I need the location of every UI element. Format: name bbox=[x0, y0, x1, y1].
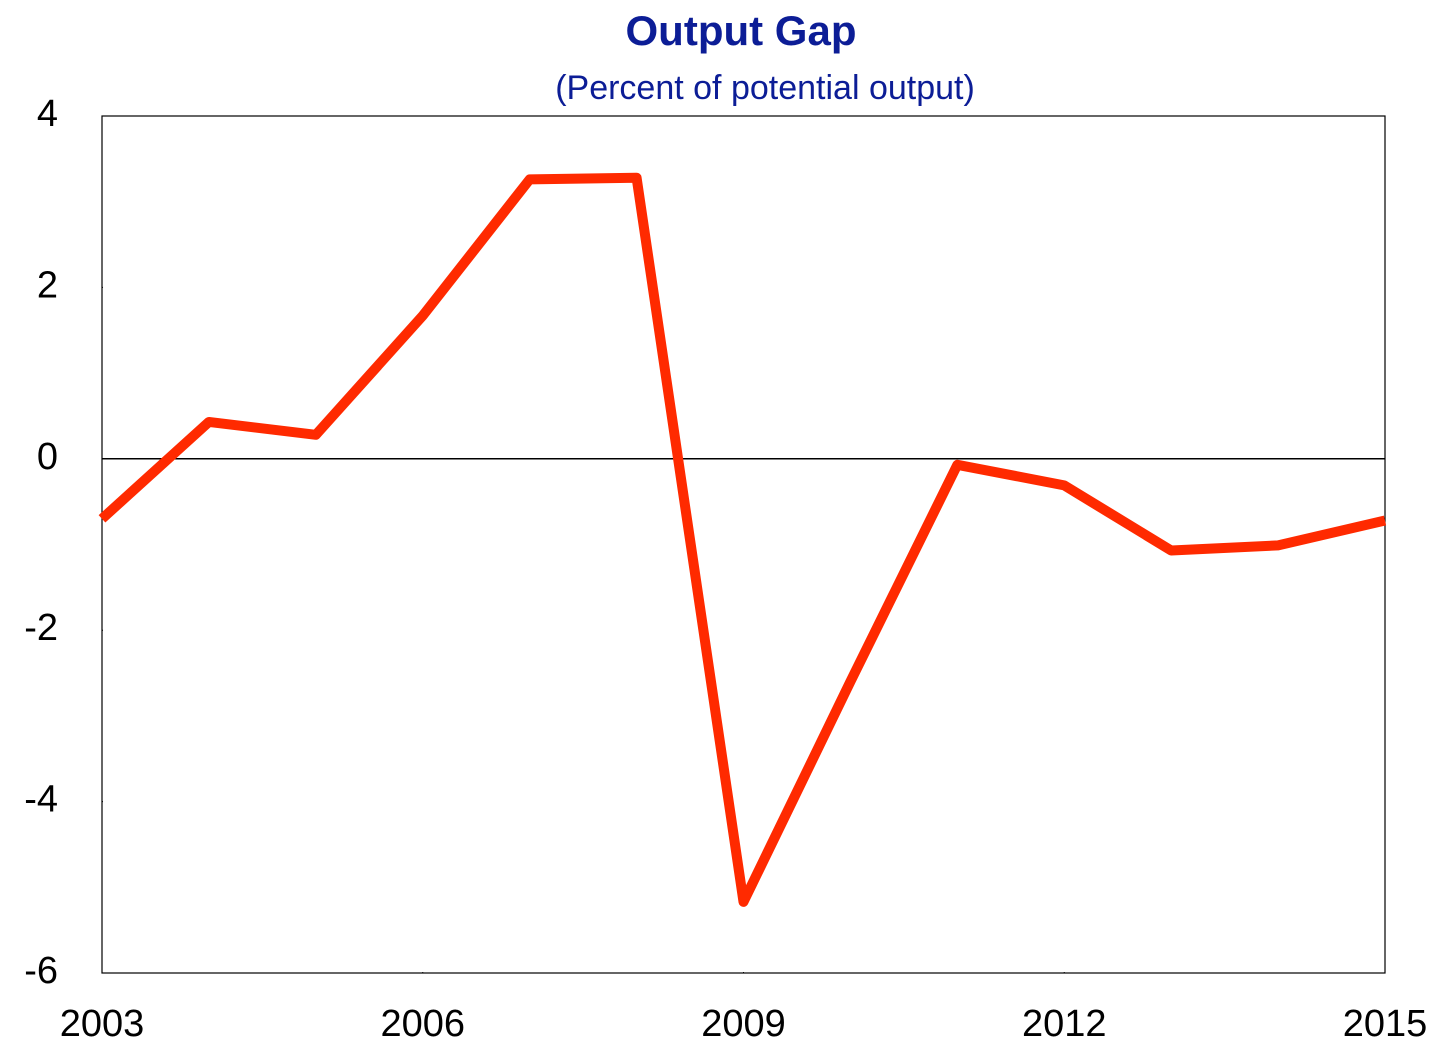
y-tick-label: -2 bbox=[24, 607, 58, 649]
x-tick-label: 2009 bbox=[701, 1003, 786, 1045]
y-tick-label: 4 bbox=[37, 93, 58, 135]
chart-subtitle: (Percent of potential output) bbox=[555, 69, 975, 107]
x-tick-label: 2012 bbox=[1022, 1003, 1107, 1045]
x-tick-label: 2003 bbox=[60, 1003, 145, 1045]
y-tick-label: -6 bbox=[24, 950, 58, 992]
y-tick-label: -4 bbox=[24, 779, 58, 821]
chart-title: Output Gap bbox=[626, 7, 857, 54]
x-tick-label: 2015 bbox=[1343, 1003, 1428, 1045]
y-tick-label: 0 bbox=[37, 436, 58, 478]
data-line bbox=[98, 172, 1387, 907]
x-tick-label: 2006 bbox=[380, 1003, 465, 1045]
y-tick-label: 2 bbox=[37, 264, 58, 306]
